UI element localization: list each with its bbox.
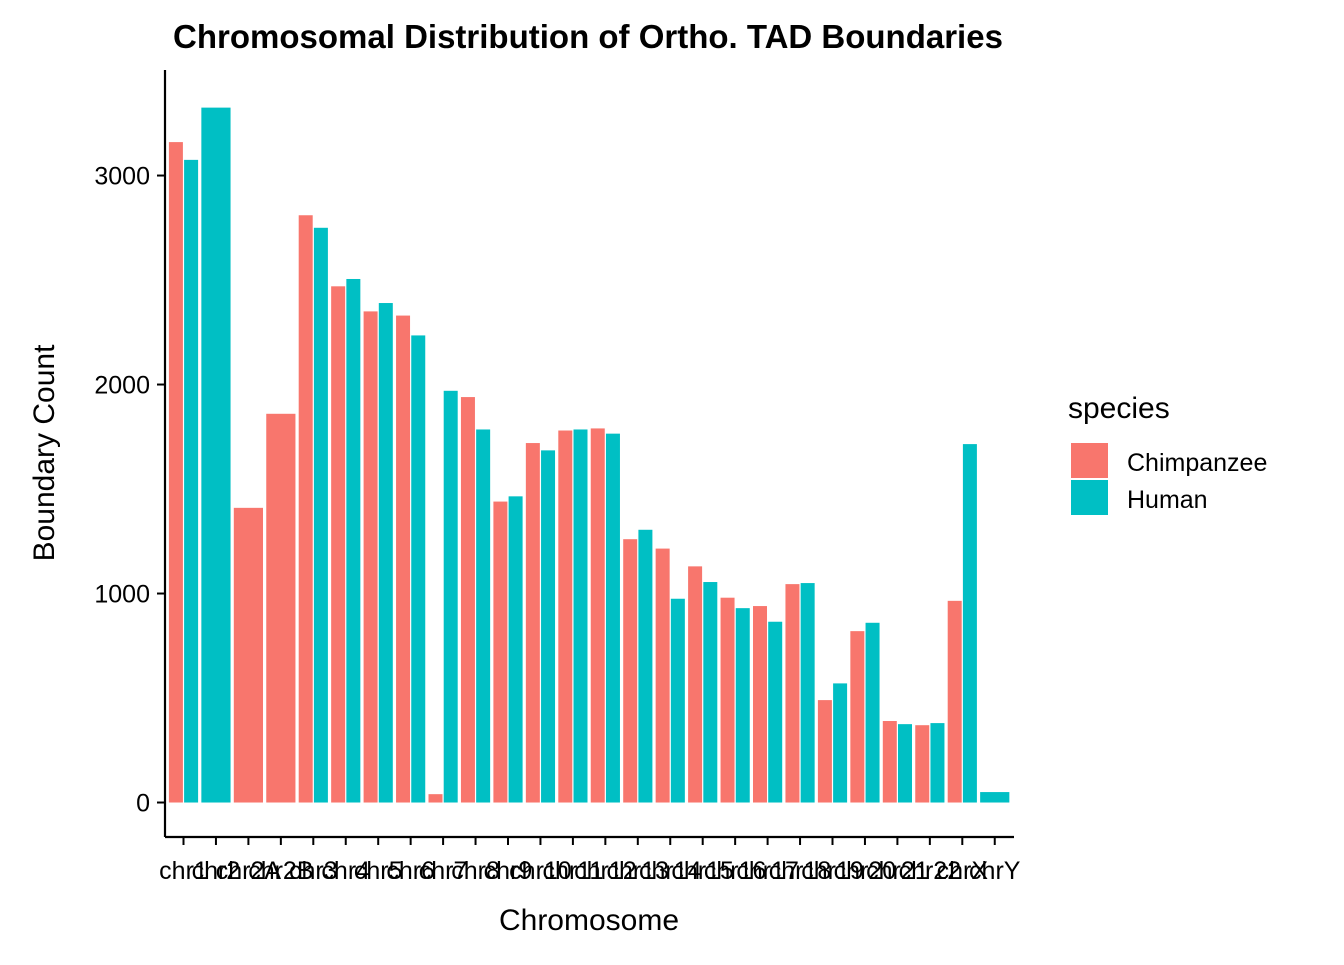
bar-chimpanzee-chr10 <box>525 443 540 803</box>
x-tick-label-chr5: chr5 <box>354 857 403 885</box>
bar-human-chr17 <box>768 621 783 803</box>
x-tick-label-chr6: chr6 <box>386 857 435 885</box>
bar-chimpanzee-chr4 <box>331 286 346 803</box>
y-axis-title: Boundary Count <box>28 344 61 561</box>
x-tick-label-chr2: chr2 <box>192 857 241 885</box>
bar-chimpanzee-chr20 <box>850 631 865 803</box>
bar-human-chr20 <box>865 622 880 803</box>
bar-chimpanzee-chr15 <box>688 566 703 803</box>
bar-chimpanzee-chr8 <box>460 397 475 803</box>
x-tick-label-chr3: chr3 <box>289 857 338 885</box>
bar-chimpanzee-chr17 <box>753 606 767 803</box>
bar-human-chrY <box>980 792 1010 803</box>
bar-human-chr4 <box>346 278 361 803</box>
bar-human-chr14 <box>670 598 685 803</box>
x-tick-label-chrY: chrY <box>969 857 1021 885</box>
bar-chimpanzee-chr12 <box>590 428 605 803</box>
bar-chimpanzee-chr11 <box>558 430 573 803</box>
x-tick-label-chr18: chr18 <box>769 857 832 885</box>
bar-chimpanzee-chr19 <box>817 700 832 803</box>
bar-chimpanzee-chr16 <box>720 597 735 803</box>
x-tick-label-chrX: chrX <box>937 857 989 885</box>
y-tick-label-3000: 3000 <box>94 163 150 191</box>
x-tick-label-chr11: chr11 <box>543 857 604 885</box>
bar-chimpanzee-chr18 <box>785 584 800 803</box>
x-tick-label-chr20: chr20 <box>834 857 897 885</box>
bar-human-chr13 <box>638 529 653 803</box>
bar-human-chr1 <box>184 159 199 803</box>
x-tick-label-chr2A: chr2A <box>216 857 282 885</box>
x-tick-label-chr12: chr12 <box>574 857 637 885</box>
legend: species Chimpanzee Human <box>1068 392 1267 515</box>
bar-human-chr22 <box>930 723 945 803</box>
y-tick-label-0: 0 <box>136 790 150 818</box>
x-tick-label-chr21: chr21 <box>866 857 929 885</box>
bar-chimpanzee-chr3 <box>298 215 313 803</box>
bar-human-chr16 <box>735 608 750 803</box>
x-tick-label-chr8: chr8 <box>451 857 500 885</box>
bar-human-chr12 <box>605 433 620 803</box>
bar-chimpanzee-chrX <box>947 600 962 803</box>
x-tick-label-chr10: chr10 <box>509 857 572 885</box>
bar-chimpanzee-chr21 <box>882 721 897 803</box>
x-tick-label-chr15: chr15 <box>671 857 734 885</box>
x-tick-label-chr14: chr14 <box>639 857 702 885</box>
legend-swatch-chimpanzee <box>1071 443 1108 478</box>
legend-label-chimpanzee: Chimpanzee <box>1127 449 1267 477</box>
bar-human-chrX <box>962 444 977 803</box>
bar-chimpanzee-chr14 <box>655 548 670 803</box>
x-tick-label-chr9: chr9 <box>484 857 533 885</box>
bar-human-chr15 <box>703 582 718 803</box>
axes-layer: 0100020003000chr1chr2chr2Achr2Bchr3chr4c… <box>94 70 1021 885</box>
bar-chimpanzee-chr2B <box>266 413 296 803</box>
bar-human-chr6 <box>411 335 426 803</box>
x-tick-label-chr19: chr19 <box>801 857 864 885</box>
bar-chimpanzee-chr9 <box>493 501 508 803</box>
x-tick-label-chr4: chr4 <box>321 857 370 885</box>
bar-chimpanzee-chr2A <box>233 507 263 803</box>
bar-human-chr11 <box>573 429 588 803</box>
bar-human-chr3 <box>313 227 328 803</box>
legend-swatch-human <box>1071 480 1108 515</box>
x-tick-label-chr16: chr16 <box>704 857 767 885</box>
chart-title: Chromosomal Distribution of Ortho. TAD B… <box>173 18 1003 55</box>
x-tick-label-chr1: chr1 <box>159 857 208 885</box>
y-tick-label-2000: 2000 <box>94 372 150 400</box>
x-tick-label-chr13: chr13 <box>607 857 670 885</box>
bar-human-chr19 <box>833 683 848 803</box>
bar-human-chr2 <box>201 107 231 803</box>
bar-human-chr7 <box>443 390 458 803</box>
x-tick-label-chr7: chr7 <box>419 857 468 885</box>
x-tick-label-chr22: chr22 <box>899 857 962 885</box>
x-tick-label-chr17: chr17 <box>736 857 799 885</box>
bar-human-chr8 <box>476 429 491 803</box>
x-axis-title: Chromosome <box>499 904 679 937</box>
bars-layer <box>168 107 1010 803</box>
bar-chimpanzee-chr13 <box>623 539 638 803</box>
bar-human-chr9 <box>508 496 523 803</box>
y-tick-label-1000: 1000 <box>94 581 150 609</box>
x-tick-label-chr2B: chr2B <box>248 857 313 885</box>
bar-human-chr5 <box>378 303 393 803</box>
bar-chimpanzee-chr1 <box>168 142 183 803</box>
bar-human-chr18 <box>800 583 815 803</box>
legend-title: species <box>1068 392 1170 425</box>
legend-label-human: Human <box>1127 486 1208 514</box>
bar-chimpanzee-chr5 <box>363 311 378 803</box>
bar-chimpanzee-chr7 <box>428 794 443 803</box>
bar-human-chr10 <box>541 450 556 803</box>
bar-chimpanzee-chr22 <box>915 725 930 803</box>
bar-chimpanzee-chr6 <box>396 315 411 803</box>
bar-human-chr21 <box>898 724 912 803</box>
